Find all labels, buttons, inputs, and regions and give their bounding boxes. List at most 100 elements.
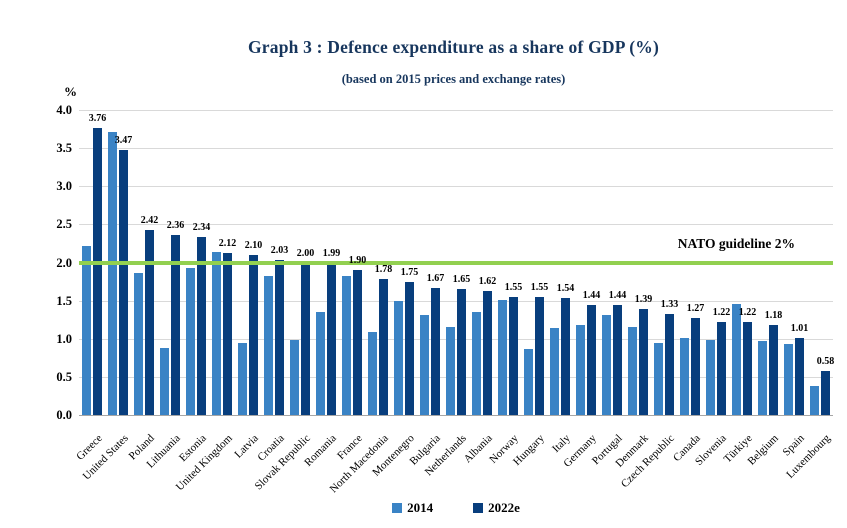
legend-item-2014: 2014 [392,501,433,514]
data-label-romania: 1.99 [322,248,341,260]
y-axis-tick: 0.5 [56,369,72,384]
plot-area: 0.0 0.5 1.0 1.5 2.0 2.5 3.0 3.5 4.0 3.76 3.47 2.42 2… [56,104,834,421]
bar-2014-germany [576,325,585,415]
gridline [79,300,833,302]
bar-2022e-italy [561,297,570,415]
data-label-united-states: 3.47 [114,135,133,147]
bar-2022e-canada [691,318,700,415]
bar-2014-united-states [108,132,117,415]
gridline [79,186,833,188]
bar-2022e-bulgaria [431,287,440,415]
bar-2014-albania [472,312,481,415]
bar-2014-bulgaria [420,315,429,415]
data-label-estonia: 2.34 [192,221,211,233]
bar-2022e-hungary [535,296,544,415]
data-label-spain: 1.01 [790,323,809,334]
data-label-albania: 1.62 [478,276,497,288]
y-axis-tick: 1.5 [56,293,72,308]
data-label-latvia: 2.10 [244,239,263,251]
bar-2014-slovenia [706,340,715,415]
bar-2022e-greece [93,128,102,415]
data-label-montenegro: 1.75 [400,266,419,278]
y-axis-tick: 4.0 [56,102,72,117]
legend-swatch-2014 [392,502,403,513]
y-axis-tick: 3.0 [56,179,72,193]
data-label-hungary: 1.55 [530,281,549,293]
legend-swatch-2022e [473,502,484,513]
y-axis-unit-label: % [64,84,77,99]
bar-2014-estonia [186,267,195,415]
bar-2022e-t-rkiye [743,321,752,415]
bar-2022e-romania [327,263,336,415]
bar-2014-lithuania [160,347,169,415]
legend-item-2022e: 2022e [473,501,520,514]
bar-2022e-latvia [249,254,258,415]
bar-2022e-norway [509,296,518,415]
data-label-portugal: 1.44 [608,290,627,302]
bar-2014-czech-republic [654,343,663,415]
legend-label-2022e: 2022e [488,500,520,515]
bar-2014-t-rkiye [732,304,741,415]
x-axis-line [79,415,833,416]
bar-2014-italy [550,328,559,415]
bar-2014-latvia [238,343,247,415]
bar-2022e-germany [587,305,596,415]
legend: 2014 2022e [79,501,833,514]
bar-2022e-lithuania [171,235,180,415]
bar-2014-hungary [524,349,533,415]
bar-2022e-estonia [197,236,206,415]
data-label-north-macedonia: 1.78 [374,264,393,276]
bar-2022e-albania [483,291,492,415]
data-label-united-kingdom: 2.12 [218,238,237,250]
bar-2014-romania [316,312,325,415]
bar-2022e-slovak-republic [301,262,310,415]
nato-guideline-line [79,260,833,265]
bar-2014-luxembourg [810,386,819,415]
data-label-slovak-republic: 2.00 [296,247,315,259]
legend-label-2014: 2014 [407,500,434,515]
y-axis-tick: 1.0 [56,331,72,346]
gridline [79,148,833,150]
bar-2014-denmark [628,327,637,415]
gridline [79,110,833,111]
chart-subtitle: (based on 2015 prices and exchange rates… [341,72,566,86]
data-label-slovenia: 1.22 [712,306,731,318]
y-axis-tick: 0.0 [56,407,72,422]
bar-2014-netherlands [446,327,455,415]
bar-2022e-luxembourg [821,370,830,415]
nato-guideline-label: NATO guideline 2% [677,235,795,251]
data-label-lithuania: 2.36 [166,220,185,232]
bar-2022e-france [353,270,362,415]
bar-2014-canada [680,338,689,415]
data-label-germany: 1.44 [582,290,601,302]
data-label-greece: 3.76 [88,113,107,125]
bar-2014-poland [134,273,143,415]
gridline [79,224,833,226]
data-label-netherlands: 1.65 [452,274,471,286]
data-label-czech-republic: 1.33 [660,298,679,310]
bar-2022e-denmark [639,309,648,415]
bar-2022e-spain [795,338,804,415]
y-axis-tick: 2.0 [56,255,72,270]
bar-2014-croatia [264,276,273,415]
bar-2022e-croatia [275,260,284,415]
bar-2022e-poland [145,230,154,415]
bar-2014-france [342,276,351,415]
data-label-bulgaria: 1.67 [426,272,445,284]
bar-2014-montenegro [394,300,403,415]
data-label-belgium: 1.18 [764,310,783,322]
chart-title: Graph 3 : Defence expenditure as a share… [247,37,660,57]
bar-2022e-north-macedonia [379,279,388,415]
bar-2022e-montenegro [405,281,414,415]
data-label-france: 1.90 [348,255,367,267]
data-label-canada: 1.27 [686,303,705,315]
gridline [79,338,833,340]
data-label-poland: 2.42 [140,215,159,227]
y-axis-tick: 2.5 [56,217,72,232]
bar-2014-greece [82,245,91,415]
bar-2014-slovak-republic [290,339,299,415]
data-label-norway: 1.55 [504,281,523,293]
bar-2014-united-kingdom [212,251,221,415]
gridline [79,376,833,378]
data-label-croatia: 2.03 [270,245,289,257]
